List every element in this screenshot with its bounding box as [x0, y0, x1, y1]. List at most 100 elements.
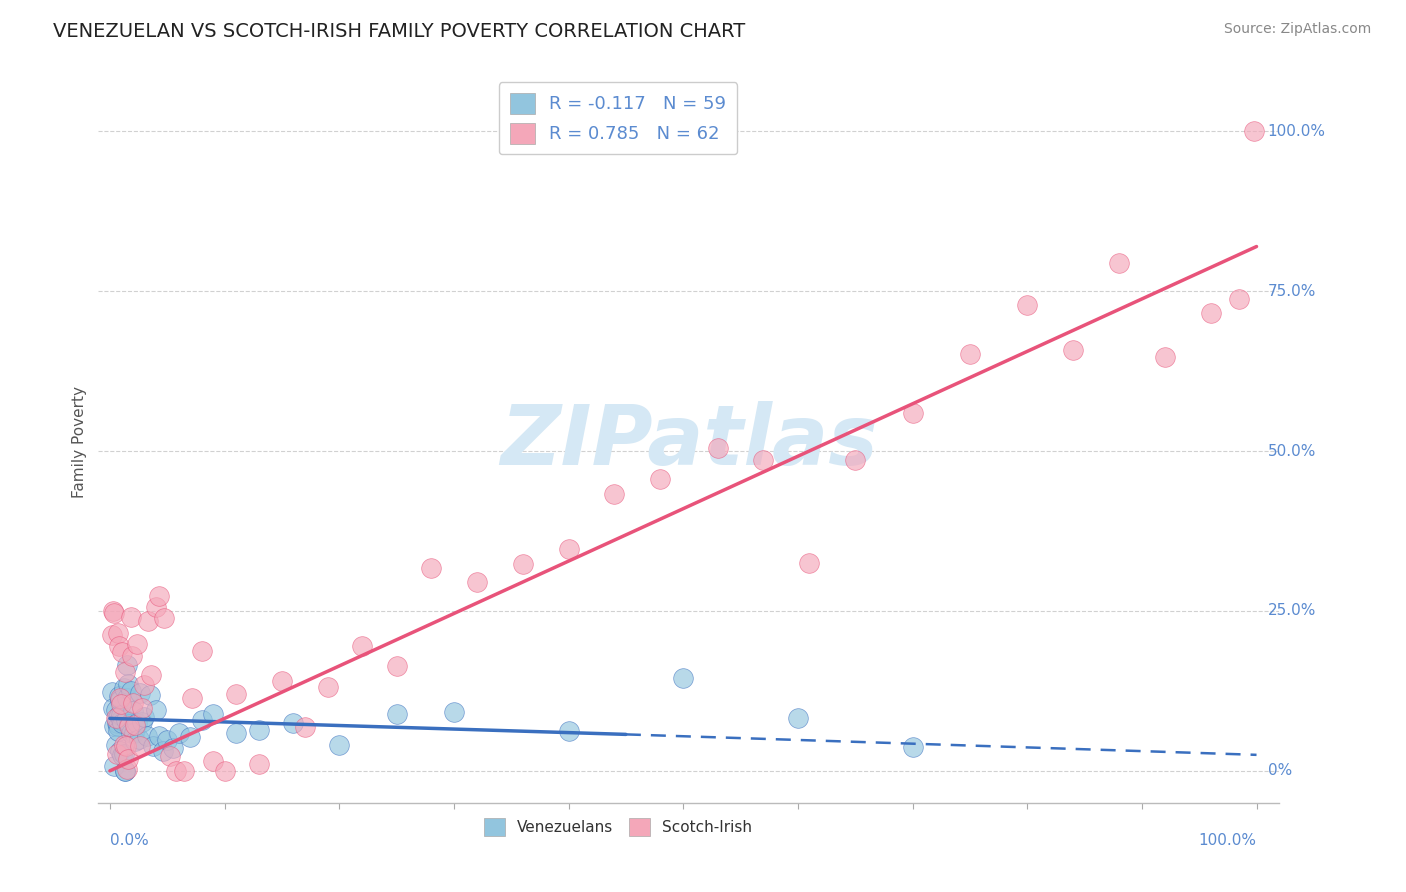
- Point: [352, 639, 374, 653]
- Point: [167, 726, 190, 740]
- Point: [117, 751, 139, 765]
- Point: [112, 681, 135, 696]
- Point: [799, 556, 821, 570]
- Text: 25.0%: 25.0%: [1268, 604, 1316, 618]
- Point: [118, 719, 141, 733]
- Point: [786, 711, 808, 725]
- Point: [294, 721, 316, 735]
- Point: [557, 542, 579, 557]
- Point: [107, 723, 129, 738]
- Point: [1243, 124, 1265, 138]
- Point: [117, 676, 139, 690]
- Point: [202, 706, 225, 721]
- Point: [121, 648, 143, 663]
- Point: [179, 730, 201, 744]
- Point: [225, 687, 247, 701]
- Point: [283, 715, 305, 730]
- Text: VENEZUELAN VS SCOTCH-IRISH FAMILY POVERTY CORRELATION CHART: VENEZUELAN VS SCOTCH-IRISH FAMILY POVERT…: [53, 22, 745, 41]
- Point: [114, 764, 136, 778]
- Legend: Venezuelans, Scotch-Irish: Venezuelans, Scotch-Irish: [478, 813, 759, 842]
- Point: [165, 764, 187, 778]
- Point: [557, 724, 579, 739]
- Point: [152, 744, 174, 758]
- Point: [120, 726, 142, 740]
- Point: [135, 729, 157, 743]
- Point: [114, 665, 136, 679]
- Point: [1153, 350, 1175, 364]
- Text: 100.0%: 100.0%: [1268, 124, 1326, 139]
- Point: [104, 738, 127, 752]
- Text: 75.0%: 75.0%: [1268, 284, 1316, 299]
- Point: [142, 739, 165, 753]
- Point: [152, 611, 174, 625]
- Point: [465, 575, 488, 590]
- Point: [752, 453, 775, 467]
- Point: [111, 645, 134, 659]
- Point: [103, 606, 125, 620]
- Point: [141, 668, 163, 682]
- Point: [112, 747, 135, 761]
- Point: [128, 739, 150, 753]
- Point: [124, 733, 146, 747]
- Point: [105, 747, 128, 762]
- Point: [190, 644, 212, 658]
- Point: [115, 739, 138, 754]
- Point: [225, 725, 247, 739]
- Point: [111, 748, 134, 763]
- Point: [512, 557, 534, 571]
- Point: [115, 658, 138, 673]
- Point: [603, 486, 626, 500]
- Point: [443, 705, 465, 719]
- Point: [114, 764, 136, 778]
- Point: [901, 406, 924, 420]
- Point: [270, 674, 292, 689]
- Point: [1199, 305, 1222, 319]
- Point: [103, 758, 125, 772]
- Point: [131, 714, 153, 729]
- Point: [385, 707, 408, 722]
- Text: ZIPatlas: ZIPatlas: [501, 401, 877, 482]
- Point: [101, 685, 124, 699]
- Point: [148, 589, 170, 603]
- Point: [328, 738, 350, 752]
- Point: [112, 738, 135, 752]
- Point: [145, 703, 167, 717]
- Point: [108, 640, 131, 654]
- Point: [1227, 292, 1250, 306]
- Point: [121, 704, 143, 718]
- Point: [107, 626, 129, 640]
- Point: [128, 686, 150, 700]
- Text: 0%: 0%: [1268, 764, 1292, 779]
- Point: [124, 718, 146, 732]
- Point: [156, 732, 179, 747]
- Point: [101, 628, 124, 642]
- Point: [108, 691, 131, 706]
- Point: [107, 719, 129, 733]
- Text: 50.0%: 50.0%: [1268, 443, 1316, 458]
- Point: [108, 744, 131, 758]
- Text: 100.0%: 100.0%: [1198, 833, 1257, 848]
- Point: [111, 715, 134, 730]
- Point: [145, 599, 167, 614]
- Point: [959, 347, 981, 361]
- Point: [127, 716, 149, 731]
- Point: [134, 678, 156, 692]
- Point: [247, 756, 270, 771]
- Point: [1017, 298, 1039, 312]
- Point: [108, 689, 131, 703]
- Point: [159, 748, 181, 763]
- Point: [181, 691, 204, 706]
- Point: [108, 693, 131, 707]
- Point: [385, 659, 408, 673]
- Point: [247, 723, 270, 737]
- Point: [162, 741, 184, 756]
- Point: [115, 762, 138, 776]
- Point: [103, 701, 125, 715]
- Point: [1062, 343, 1084, 357]
- Point: [103, 604, 125, 618]
- Point: [706, 441, 728, 455]
- Point: [104, 711, 127, 725]
- Point: [650, 472, 672, 486]
- Point: [118, 717, 141, 731]
- Point: [420, 561, 443, 575]
